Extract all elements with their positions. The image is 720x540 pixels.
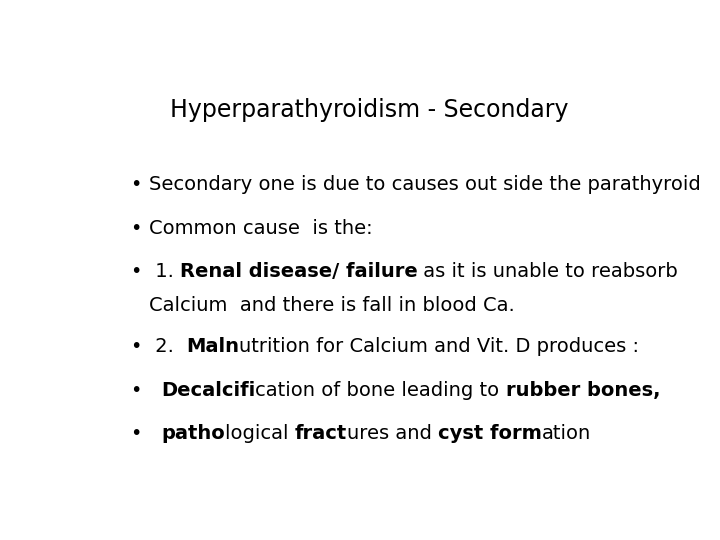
Text: cation of bone leading to: cation of bone leading to [256, 381, 505, 400]
Text: Hyperparathyroidism - Secondary: Hyperparathyroidism - Secondary [170, 98, 568, 122]
Text: •: • [130, 381, 142, 400]
Text: 1.: 1. [148, 262, 180, 281]
Text: Secondary one is due to causes out side the parathyroid: Secondary one is due to causes out side … [148, 175, 701, 194]
Text: Maln: Maln [186, 337, 239, 356]
Text: •: • [130, 175, 142, 194]
Text: patho: patho [161, 424, 225, 443]
Text: ation: ation [542, 424, 591, 443]
Text: logical: logical [225, 424, 294, 443]
Text: ures and: ures and [347, 424, 438, 443]
Text: cyst form: cyst form [438, 424, 542, 443]
Text: 2.: 2. [148, 337, 186, 356]
Text: fract: fract [294, 424, 347, 443]
Text: Calcium  and there is fall in blood Ca.: Calcium and there is fall in blood Ca. [148, 295, 514, 315]
Text: •: • [130, 424, 142, 443]
Text: Decalcifi: Decalcifi [161, 381, 256, 400]
Text: Common cause  is the:: Common cause is the: [148, 219, 372, 238]
Text: •: • [130, 219, 142, 238]
Text: •: • [130, 337, 142, 356]
Text: as it is unable to reabsorb: as it is unable to reabsorb [418, 262, 678, 281]
Text: Renal disease/ failure: Renal disease/ failure [180, 262, 418, 281]
Text: utrition for Calcium and Vit. D produces :: utrition for Calcium and Vit. D produces… [239, 337, 639, 356]
Text: rubber bones,: rubber bones, [505, 381, 660, 400]
Text: •: • [130, 262, 142, 281]
